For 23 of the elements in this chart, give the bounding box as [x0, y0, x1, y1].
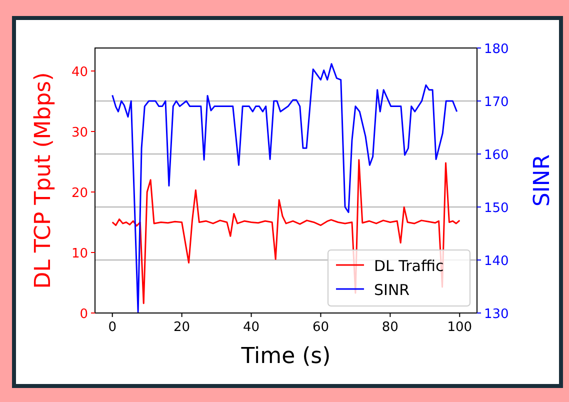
x-tick-label: 80 — [382, 320, 398, 335]
y-axis-title: DL TCP Tput (Mbps) — [31, 72, 56, 289]
y2-tick-label: 170 — [484, 95, 509, 110]
x-axis-title: Time (s) — [240, 344, 331, 369]
legend-label: DL Traffic — [374, 257, 444, 275]
y2-tick-label: 140 — [484, 254, 509, 269]
y-tick-label: 10 — [71, 246, 88, 262]
y-tick-label: 0 — [80, 307, 88, 322]
x-tick-label: 40 — [243, 320, 260, 335]
y2-tick-label: 160 — [484, 148, 509, 163]
x-tick-label: 60 — [312, 320, 329, 335]
y2-tick-label: 180 — [484, 42, 509, 57]
y-tick-label: 40 — [71, 64, 88, 80]
x-tick-label: 100 — [447, 320, 472, 335]
legend-label: SINR — [374, 281, 410, 299]
y2-tick-label: 130 — [484, 307, 509, 322]
x-tick-label: 0 — [108, 320, 117, 335]
line-series — [112, 63, 458, 313]
y-tick-label: 30 — [71, 125, 88, 140]
y-tick-label: 20 — [71, 186, 88, 201]
y2-tick-label: 150 — [484, 201, 509, 216]
y2-axis-title: SINR — [530, 154, 555, 207]
x-tick-label: 20 — [174, 320, 190, 335]
